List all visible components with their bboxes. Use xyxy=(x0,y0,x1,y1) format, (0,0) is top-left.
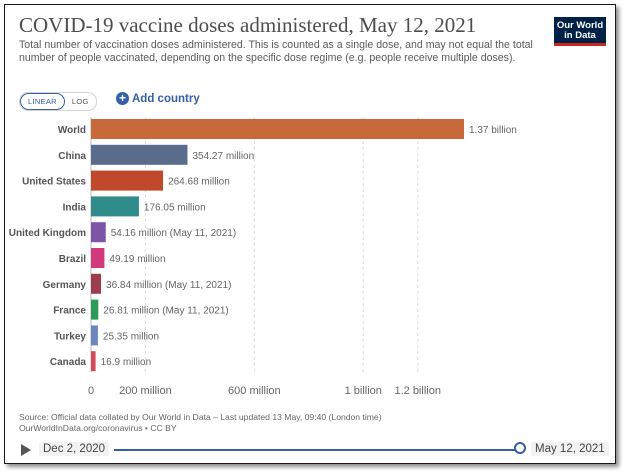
log-scale-button[interactable]: LOG xyxy=(71,97,89,106)
category-label: United States xyxy=(22,177,86,188)
timeline-end-date[interactable]: May 12, 2021 xyxy=(531,442,609,456)
bar-chart: 0 200 million 600 million 1 billion 1.2 bill… xyxy=(9,117,517,397)
bar-united-states[interactable] xyxy=(91,170,164,191)
bar-china[interactable] xyxy=(91,144,188,165)
source-note: Source: Official data collated by Our Wo… xyxy=(19,412,599,434)
value-label: 264.68 million xyxy=(168,177,230,188)
category-label: United Kingdom xyxy=(9,228,86,239)
category-label: India xyxy=(63,202,87,213)
add-country-button[interactable]: + Add country xyxy=(116,92,200,105)
category-label: Brazil xyxy=(59,254,86,265)
logo-line-2: in Data xyxy=(564,30,596,41)
logo-line-1: Our World xyxy=(556,20,604,31)
chart-frame: COVID-19 vaccine doses administered, May… xyxy=(4,4,616,464)
value-label: 36.84 million (May 11, 2021) xyxy=(106,280,231,291)
x-tick-label: 600 million xyxy=(228,385,281,397)
category-label: Germany xyxy=(43,280,87,291)
category-label: Canada xyxy=(50,357,87,368)
add-country-label: Add country xyxy=(132,92,200,105)
chart-title: COVID-19 vaccine doses administered, May… xyxy=(19,13,477,37)
bar-germany[interactable] xyxy=(91,273,102,294)
value-label: 176.05 million xyxy=(144,202,206,213)
bar-united-kingdom[interactable] xyxy=(91,222,106,243)
value-label: 25.35 million xyxy=(103,331,159,342)
value-label: 16.9 million xyxy=(101,357,152,368)
timeline-start-date[interactable]: Dec 2, 2020 xyxy=(39,442,110,456)
x-tick-label: 0 xyxy=(88,385,94,397)
bar-india[interactable] xyxy=(91,196,139,217)
source-line-1: Source: Official data collated by Our Wo… xyxy=(19,412,382,422)
linear-scale-button[interactable]: LINEAR xyxy=(20,93,65,110)
category-label: World xyxy=(58,125,86,136)
bar-brazil[interactable] xyxy=(91,248,105,268)
chart-subtitle: Total number of vaccination doses admini… xyxy=(19,39,533,64)
category-label: China xyxy=(58,151,86,162)
value-label: 54.16 million (May 11, 2021) xyxy=(111,228,236,239)
bar-world[interactable] xyxy=(91,119,464,139)
category-label: Turkey xyxy=(54,331,86,342)
timeline: Dec 2, 2020 May 12, 2021 xyxy=(19,442,609,458)
source-line-2[interactable]: OurWorldInData.org/coronavirus • CC BY xyxy=(19,423,177,433)
bar-turkey[interactable] xyxy=(91,325,98,346)
value-label: 26.81 million (May 11, 2021) xyxy=(103,306,228,317)
x-tick-label: 1 billion xyxy=(345,385,382,397)
x-tick-label: 1.2 billion xyxy=(394,385,440,397)
bar-france[interactable] xyxy=(91,299,99,320)
scale-toggle: LINEAR LOG xyxy=(19,92,97,111)
category-label: France xyxy=(53,306,86,317)
x-tick-label: 200 million xyxy=(119,385,172,397)
bar-canada[interactable] xyxy=(91,351,96,372)
plus-circle-icon: + xyxy=(116,92,129,105)
value-label: 49.19 million xyxy=(109,254,165,265)
owid-logo[interactable]: Our World in Data xyxy=(554,17,606,46)
timeline-track-fill xyxy=(114,449,518,451)
play-icon[interactable] xyxy=(21,444,31,456)
value-label: 1.37 billion xyxy=(469,125,517,136)
timeline-handle[interactable] xyxy=(514,442,526,454)
value-label: 354.27 million xyxy=(192,151,254,162)
timeline-track[interactable] xyxy=(114,449,518,451)
